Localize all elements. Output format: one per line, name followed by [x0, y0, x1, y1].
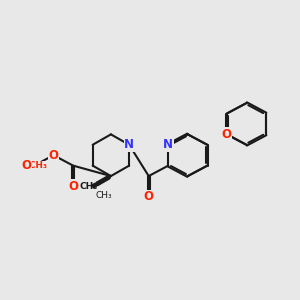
Text: N: N [124, 138, 134, 151]
Text: O: O [49, 149, 58, 162]
Text: CH₃: CH₃ [95, 191, 112, 200]
Text: N: N [163, 138, 173, 151]
Text: O: O [68, 180, 78, 193]
Text: O: O [21, 159, 32, 172]
Text: O: O [144, 190, 154, 203]
Text: O: O [222, 128, 232, 141]
Text: CH₃: CH₃ [80, 182, 98, 191]
Polygon shape [92, 176, 111, 188]
Text: OCH₃: OCH₃ [21, 161, 47, 170]
